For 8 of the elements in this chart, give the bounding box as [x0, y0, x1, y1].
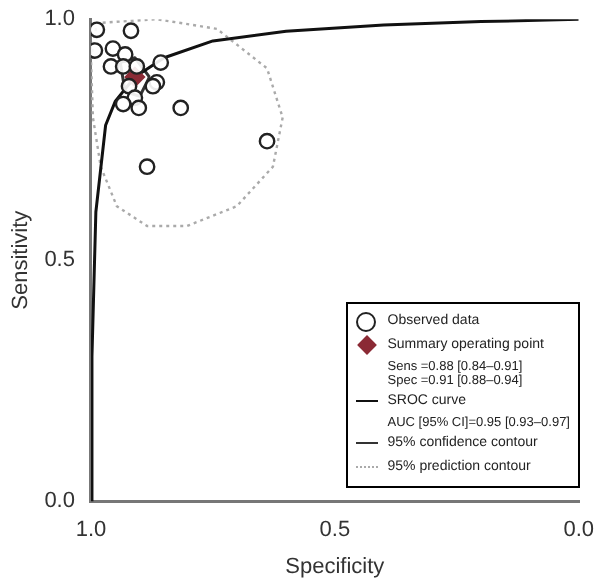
x-axis-title: Specificity: [285, 554, 386, 579]
x-tick-label: 0.0: [563, 518, 595, 543]
x-tick-label: 1.0: [75, 518, 107, 543]
y-tick-label: 0.0: [44, 489, 75, 514]
y-axis-title: Sensitivity: [9, 209, 34, 310]
y-tick-label: 0.5: [44, 248, 75, 273]
x-tick-label: 0.5: [319, 518, 351, 543]
y-tick-label: 1.0: [44, 7, 75, 32]
